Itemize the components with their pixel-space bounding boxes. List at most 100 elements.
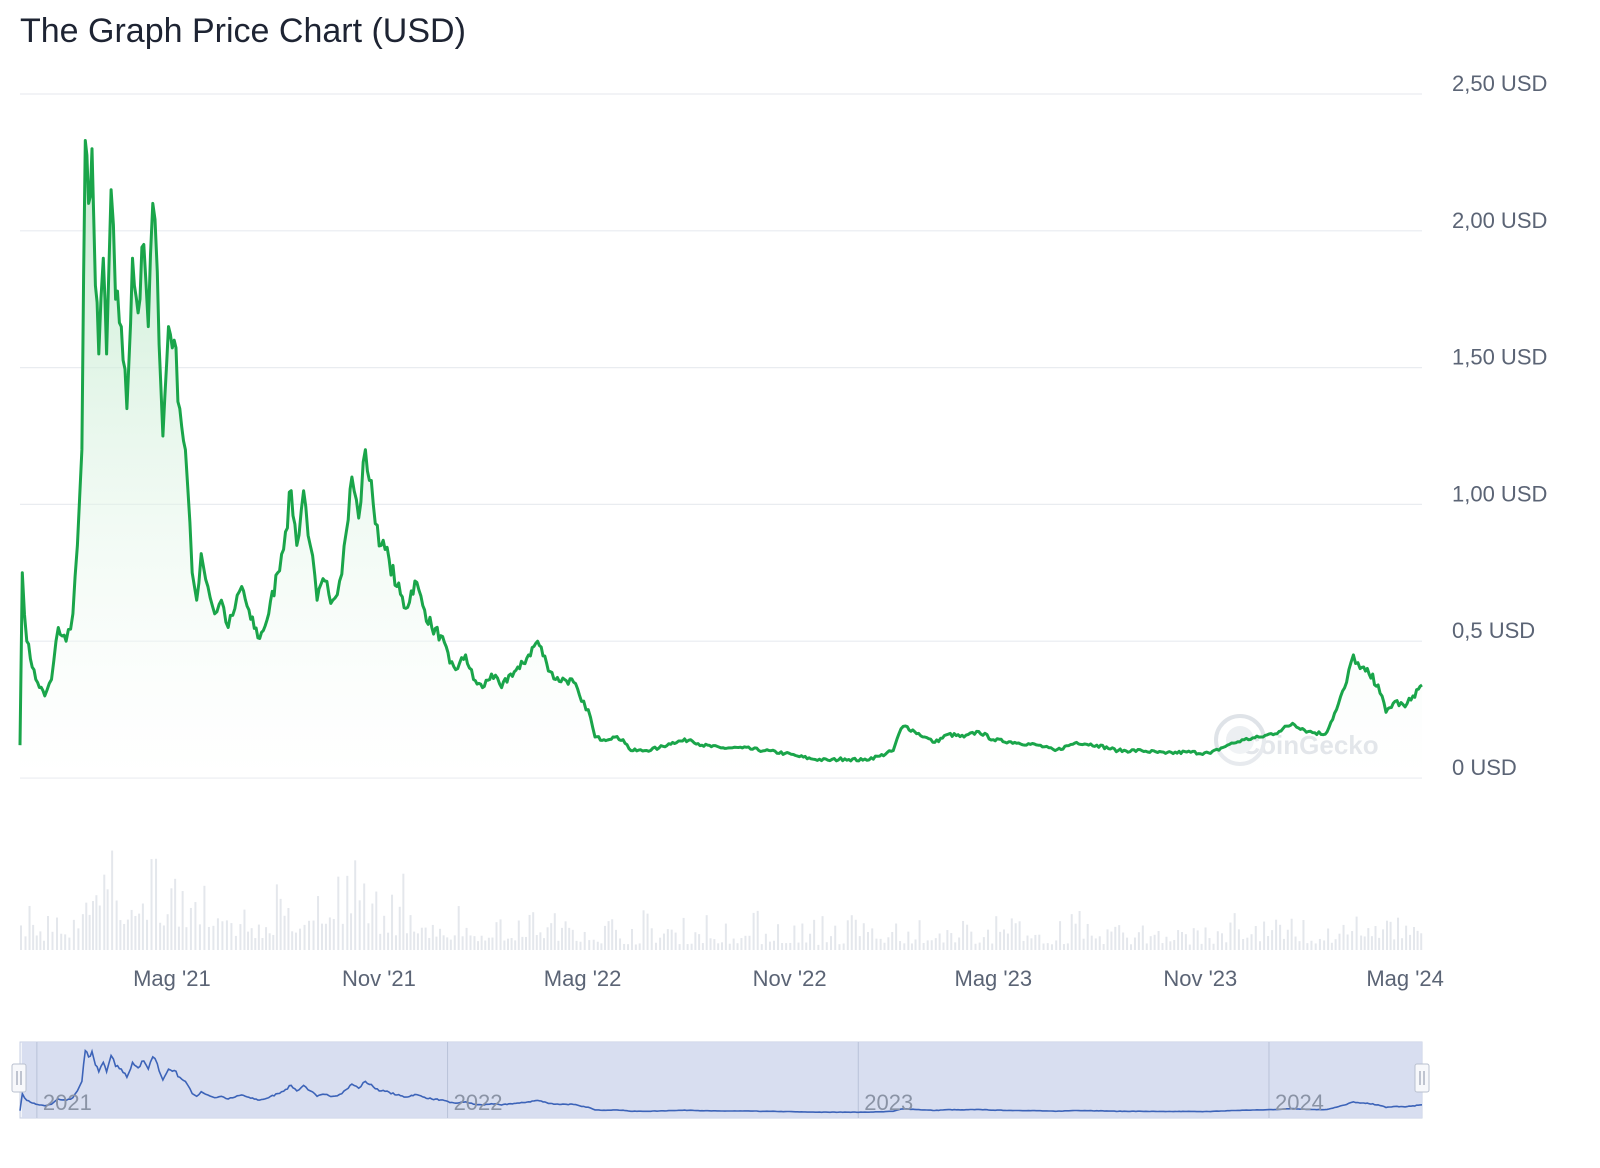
volume-bar [20, 925, 22, 950]
volume-bar [854, 919, 857, 950]
volume-bar [1246, 937, 1249, 950]
volume-bar [469, 935, 472, 950]
volume-bar [1184, 934, 1187, 950]
volume-bar [607, 921, 610, 950]
volume-bar [446, 937, 449, 950]
volume-bar [850, 915, 853, 950]
volume-bar [1086, 923, 1089, 950]
volume-bar [571, 929, 574, 950]
volume-bar [239, 924, 242, 950]
y-tick-label: 0,5 USD [1452, 618, 1535, 643]
volume-bar [317, 896, 320, 950]
x-tick-label: Nov '21 [342, 966, 416, 991]
volume-bar [713, 939, 716, 950]
volume-bar [1363, 936, 1366, 950]
volume-bar [1122, 932, 1125, 950]
volume-bar [801, 923, 804, 950]
volume-bar [159, 922, 162, 950]
volume-bar [887, 937, 890, 950]
volume-bar [1254, 926, 1257, 950]
volume-bar [1038, 934, 1041, 950]
volume-bar [254, 938, 257, 950]
volume-bar [550, 923, 553, 950]
volume-bar [974, 943, 977, 950]
volume-bar [1114, 926, 1117, 950]
volume-bar [682, 917, 685, 950]
volume-bar [189, 907, 192, 950]
volume-bar [1050, 944, 1053, 950]
volume-bar [1370, 936, 1373, 950]
y-tick-label: 2,00 USD [1452, 208, 1547, 233]
volume-bar [670, 929, 673, 950]
volume-bar [1010, 918, 1013, 950]
volume-bar [350, 913, 353, 950]
volume-bar [1360, 935, 1363, 950]
volume-bar [1090, 935, 1093, 950]
navigator[interactable]: 2021 2022 2023 2024 [11, 1041, 1430, 1119]
volume-bar [32, 924, 35, 950]
volume-bar [583, 931, 586, 950]
volume-bar [603, 925, 606, 950]
volume-bar [760, 944, 763, 950]
volume-bar [111, 850, 114, 950]
x-tick-label: Nov '22 [753, 966, 827, 991]
volume-bar [879, 938, 882, 950]
volume-bar [866, 932, 869, 950]
volume-bar [247, 931, 250, 950]
volume-bar [899, 941, 902, 950]
volume-bar [320, 923, 323, 950]
volume-bar [514, 940, 517, 950]
volume-bar [341, 923, 344, 950]
volume-bar [299, 928, 302, 950]
volume-bar [596, 941, 599, 950]
volume-bar [510, 938, 513, 950]
volume-bar [1323, 940, 1326, 950]
volume-bar [126, 919, 129, 950]
volume-bar [942, 942, 945, 950]
volume-bar [221, 921, 224, 950]
volume-bar [1314, 943, 1317, 950]
volume-bar [1416, 930, 1419, 950]
volume-bar [1157, 931, 1160, 950]
volume-bar [659, 937, 662, 950]
volume-bar [627, 944, 630, 950]
volume-bar [337, 876, 340, 950]
volume-bar [1397, 917, 1400, 950]
volume-bar [999, 931, 1002, 950]
volume-bar [477, 941, 480, 950]
volume-bar [797, 942, 800, 950]
volume-bar [383, 915, 386, 950]
volume-bar [272, 934, 275, 950]
volume-bar [1382, 929, 1385, 950]
volume-bar [1153, 934, 1156, 950]
volume-bar [793, 925, 796, 950]
volume-bar [1412, 926, 1415, 950]
navigator-handle-left[interactable] [11, 1063, 27, 1093]
volume-bar [1351, 931, 1354, 950]
volume-bar [379, 933, 382, 950]
volume-bar [449, 939, 452, 950]
volume-bar [666, 929, 669, 950]
volume-bar [1318, 938, 1321, 950]
volume-bar [1003, 929, 1006, 950]
volume-bar [1192, 928, 1195, 950]
volume-bar [1225, 942, 1228, 950]
volume-bar [243, 909, 246, 950]
volume-bar [106, 889, 109, 950]
x-tick-label: Mag '22 [544, 966, 622, 991]
volume-bar [891, 931, 894, 950]
volume-bar [506, 938, 509, 950]
volume-bar [1173, 940, 1176, 950]
volume-bar [257, 924, 260, 950]
x-tick-label: Nov '23 [1163, 966, 1237, 991]
volume-bar [728, 943, 731, 950]
navigator-handle-right[interactable] [1414, 1063, 1430, 1093]
volume-bar [978, 942, 981, 950]
volume-bar [177, 926, 180, 950]
volume-bar [354, 860, 357, 950]
y-tick-label: 2,50 USD [1452, 71, 1547, 96]
volume-bar [1233, 913, 1236, 950]
navigator-selection[interactable] [22, 1042, 1422, 1118]
y-tick-label: 1,00 USD [1452, 481, 1547, 506]
volume-bar [539, 932, 542, 950]
